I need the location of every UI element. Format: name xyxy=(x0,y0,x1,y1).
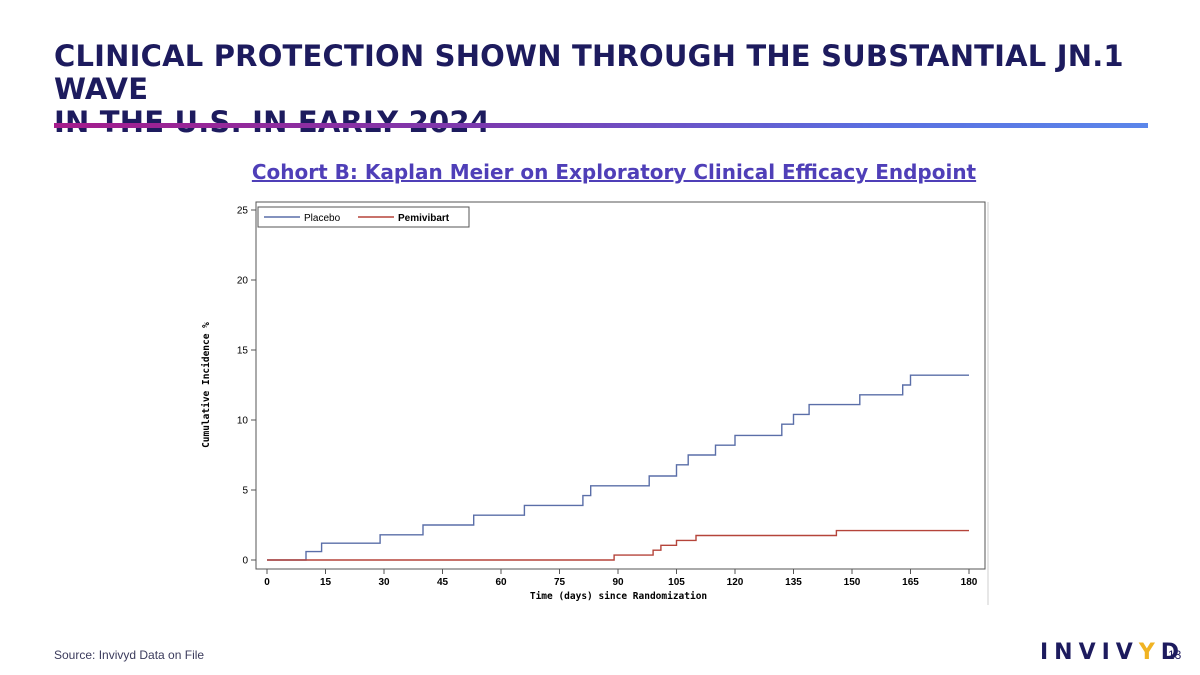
x-tick-label: 165 xyxy=(902,577,919,588)
x-tick-label: 75 xyxy=(554,577,566,588)
logo-text-accent: Y xyxy=(1138,640,1161,665)
slide-title-line1: CLINICAL PROTECTION SHOWN THROUGH THE SU… xyxy=(54,39,1124,106)
invivyd-logo: INVIVYD xyxy=(1040,640,1185,665)
y-axis-label: Cumulative Incidence % xyxy=(201,322,212,448)
x-tick-label: 45 xyxy=(437,577,449,588)
y-tick-label: 10 xyxy=(237,416,249,427)
x-axis-label: Time (days) since Randomization xyxy=(530,591,707,602)
y-tick-label: 20 xyxy=(237,276,249,287)
x-tick-label: 135 xyxy=(785,577,802,588)
y-tick-label: 15 xyxy=(237,346,249,357)
y-tick-label: 0 xyxy=(242,556,248,567)
slide-title: CLINICAL PROTECTION SHOWN THROUGH THE SU… xyxy=(54,40,1154,139)
x-tick-label: 60 xyxy=(495,577,507,588)
series-line-placebo xyxy=(267,374,969,561)
source-note: Source: Invivyd Data on File xyxy=(54,648,205,662)
chart-heading: Cohort B: Kaplan Meier on Exploratory Cl… xyxy=(251,160,977,184)
x-tick-label: 150 xyxy=(844,577,861,588)
y-tick-label: 5 xyxy=(242,486,248,497)
x-tick-label: 15 xyxy=(320,577,332,588)
x-tick-label: 180 xyxy=(961,577,978,588)
x-tick-label: 90 xyxy=(612,577,624,588)
logo-text-part2: D xyxy=(1160,640,1186,665)
x-tick-label: 105 xyxy=(668,577,685,588)
plot-frame xyxy=(255,201,986,570)
page-number: 13 xyxy=(1168,648,1182,662)
legend-label-pemivibart: Pemivibart xyxy=(398,213,450,224)
slide-title-line2: IN THE U.S. IN EARLY 2024 xyxy=(54,105,491,139)
y-tick-label: 25 xyxy=(237,206,249,217)
logo-text-part1: INVIV xyxy=(1040,640,1139,665)
series-line-pemivibart xyxy=(267,529,969,561)
x-tick-label: 120 xyxy=(727,577,744,588)
title-divider xyxy=(54,123,1148,128)
x-tick-label: 0 xyxy=(264,577,270,588)
legend-label-placebo: Placebo xyxy=(304,213,341,224)
x-tick-label: 30 xyxy=(378,577,390,588)
